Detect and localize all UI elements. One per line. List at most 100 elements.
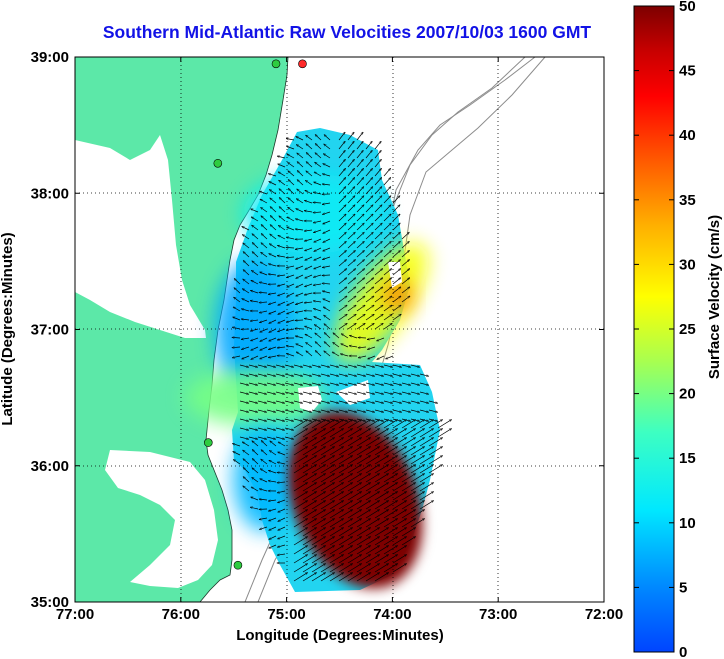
velocity-arrow bbox=[347, 141, 354, 150]
velocity-arrow bbox=[347, 314, 356, 321]
velocity-arrow bbox=[392, 555, 407, 564]
velocity-arrow bbox=[306, 171, 313, 177]
velocity-arrow bbox=[338, 223, 346, 231]
velocity-arrow bbox=[356, 492, 371, 501]
velocity-arrow bbox=[329, 555, 344, 564]
velocity-arrow bbox=[401, 269, 410, 276]
velocity-arrow bbox=[268, 274, 277, 275]
velocity-arrow bbox=[338, 364, 348, 367]
velocity-arrow bbox=[242, 235, 250, 240]
velocity-arrow bbox=[329, 501, 344, 510]
velocity-arrow bbox=[293, 546, 308, 555]
velocity-arrow bbox=[392, 420, 407, 429]
velocity-arrow bbox=[383, 510, 398, 519]
velocity-arrow bbox=[356, 278, 365, 285]
velocity-arrow bbox=[251, 346, 259, 350]
velocity-arrow bbox=[241, 309, 250, 312]
velocity-arrow bbox=[314, 265, 322, 270]
velocity-arrow bbox=[288, 207, 295, 213]
velocity-arrow bbox=[260, 262, 268, 267]
velocity-arrow bbox=[306, 162, 313, 168]
velocity-arrow bbox=[261, 207, 268, 213]
velocity-arrow bbox=[320, 555, 335, 564]
velocity-arrow bbox=[278, 442, 286, 447]
velocity-arrow bbox=[374, 168, 382, 177]
velocity-arrow bbox=[241, 337, 250, 339]
velocity-arrow bbox=[428, 429, 443, 438]
velocity-arrow bbox=[383, 178, 391, 186]
velocity-arrow bbox=[374, 250, 383, 258]
velocity-arrow bbox=[277, 347, 286, 348]
velocity-arrow bbox=[365, 178, 373, 186]
velocity-arrow bbox=[338, 546, 353, 555]
velocity-arrow bbox=[293, 364, 303, 367]
velocity-arrow bbox=[304, 230, 313, 231]
velocity-arrow bbox=[356, 214, 364, 222]
velocity-arrow bbox=[374, 278, 383, 285]
velocity-arrow bbox=[419, 382, 429, 385]
velocity-arrow bbox=[239, 418, 249, 421]
velocity-arrow bbox=[356, 250, 365, 258]
velocity-arrow bbox=[241, 319, 250, 320]
velocity-arrow bbox=[269, 328, 277, 332]
velocity-arrow bbox=[374, 269, 383, 276]
radar-station-marker bbox=[233, 560, 243, 570]
velocity-arrow bbox=[401, 420, 416, 429]
velocity-arrow bbox=[278, 517, 286, 521]
velocity-arrow bbox=[277, 462, 286, 465]
velocity-arrow bbox=[323, 164, 331, 168]
velocity-arrow bbox=[347, 537, 362, 546]
velocity-arrow bbox=[365, 420, 380, 429]
velocity-arrow bbox=[251, 487, 259, 492]
velocity-arrow bbox=[250, 290, 259, 294]
velocity-arrow bbox=[401, 501, 416, 510]
velocity-arrow bbox=[296, 283, 304, 287]
velocity-arrow bbox=[365, 232, 373, 240]
velocity-arrow bbox=[365, 438, 380, 447]
velocity-arrow bbox=[304, 318, 313, 321]
velocity-arrow bbox=[383, 214, 391, 222]
velocity-arrow bbox=[314, 172, 322, 177]
velocity-arrow bbox=[304, 292, 313, 295]
velocity-arrow bbox=[270, 216, 277, 222]
velocity-arrow bbox=[324, 333, 331, 339]
velocity-arrow bbox=[365, 382, 375, 385]
velocity-arrow bbox=[322, 275, 331, 276]
velocity-arrow bbox=[347, 456, 362, 465]
velocity-arrow bbox=[302, 382, 312, 385]
velocity-arrow bbox=[293, 456, 308, 465]
velocity-arrow bbox=[275, 382, 285, 385]
velocity-arrow bbox=[297, 153, 304, 159]
velocity-arrow bbox=[297, 162, 304, 168]
velocity-arrow bbox=[322, 291, 331, 294]
velocity-arrow bbox=[260, 271, 268, 276]
velocity-arrow bbox=[356, 409, 366, 412]
velocity-arrow bbox=[329, 456, 344, 465]
velocity-arrow bbox=[365, 214, 373, 222]
velocity-arrow bbox=[383, 501, 398, 510]
velocity-arrow bbox=[302, 447, 317, 456]
velocity-arrow bbox=[410, 492, 425, 501]
velocity-arrow bbox=[329, 564, 344, 573]
velocity-arrow bbox=[277, 283, 286, 286]
velocity-arrow bbox=[419, 409, 429, 412]
velocity-arrow bbox=[293, 373, 303, 376]
velocity-arrow bbox=[311, 537, 326, 546]
velocity-arrow bbox=[365, 364, 375, 367]
velocity-arrow bbox=[296, 145, 304, 150]
x-tick-label: 76:00 bbox=[162, 606, 200, 623]
velocity-arrow bbox=[401, 232, 409, 240]
velocity-arrow bbox=[259, 489, 268, 492]
velocity-arrow bbox=[268, 355, 277, 358]
velocity-arrow bbox=[268, 301, 277, 304]
velocity-arrow bbox=[383, 382, 393, 385]
velocity-arrow bbox=[268, 500, 277, 501]
velocity-arrow bbox=[401, 492, 416, 501]
velocity-arrow bbox=[293, 555, 308, 564]
velocity-arrow bbox=[410, 373, 420, 376]
velocity-arrow bbox=[261, 441, 268, 447]
velocity-arrow bbox=[251, 208, 259, 213]
velocity-arrow bbox=[392, 391, 402, 394]
velocity-arrow bbox=[428, 447, 443, 456]
